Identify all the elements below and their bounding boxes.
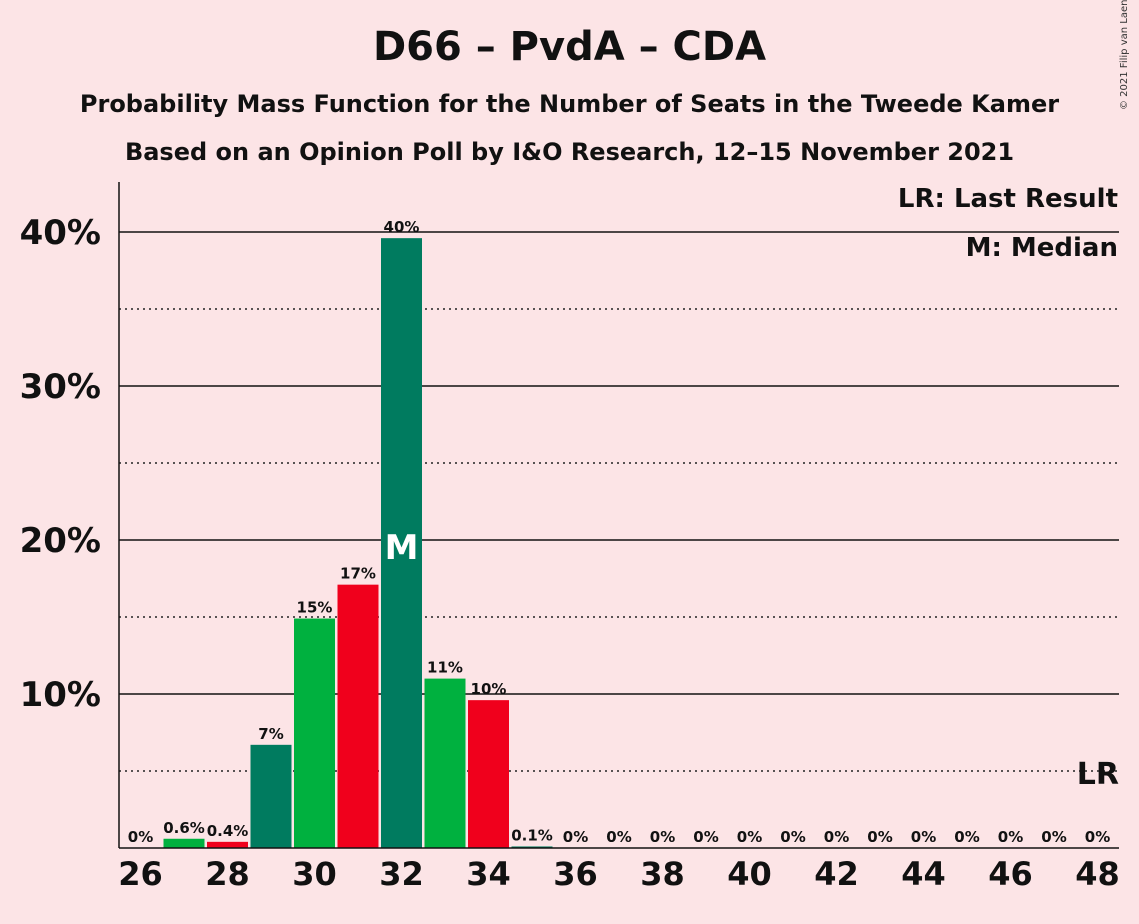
x-tick-label-28: 28 — [205, 855, 250, 893]
y-tick-label-10: 10% — [20, 675, 101, 715]
annotations: M LR — [385, 528, 1119, 792]
bar-seat-32 — [381, 238, 422, 848]
last-result-marker: LR — [1077, 757, 1119, 792]
bar-label-seat-42: 0% — [824, 828, 849, 846]
gridlines — [119, 231, 1119, 772]
chart-subtitle-2: Based on an Opinion Poll by I&O Research… — [124, 138, 1015, 166]
chart-title: D66 – PvdA – CDA — [372, 24, 767, 70]
x-tick-label-44: 44 — [901, 855, 946, 893]
bar-label-seat-26: 0% — [128, 828, 153, 846]
bar-label-seat-35: 0.1% — [511, 826, 553, 844]
axes — [118, 182, 1119, 849]
x-tick-label-48: 48 — [1075, 855, 1120, 893]
x-tick-label-30: 30 — [292, 855, 337, 893]
legend-median: M: Median — [965, 233, 1118, 263]
bar-label-seat-28: 0.4% — [207, 822, 249, 840]
y-tick-label-20: 20% — [20, 521, 101, 561]
x-tick-label-26: 26 — [118, 855, 163, 893]
legend-last-result: LR: Last Result — [897, 184, 1118, 214]
bar-seat-30 — [294, 618, 335, 848]
x-tick-label-46: 46 — [988, 855, 1033, 893]
bar-seat-34 — [468, 700, 509, 848]
x-tick-label-38: 38 — [640, 855, 685, 893]
x-tick-label-32: 32 — [379, 855, 424, 893]
x-tick-label-42: 42 — [814, 855, 859, 893]
y-tick-label-40: 40% — [20, 213, 101, 253]
tick-labels: 26 28 30 32 34 36 38 40 42 44 46 48 10% 20% 30% 40% — [20, 213, 1120, 893]
median-marker: M — [385, 528, 419, 568]
bar-label-seat-44: 0% — [911, 828, 936, 846]
x-tick-label-36: 36 — [553, 855, 598, 893]
bar-label-seat-37: 0% — [606, 828, 631, 846]
bar-seat-33 — [424, 678, 466, 848]
bar-label-seat-41: 0% — [780, 828, 805, 846]
bar-seat-27 — [163, 838, 205, 848]
chart-subtitle-1: Probability Mass Function for the Number… — [79, 90, 1060, 118]
bar-label-seat-46: 0% — [998, 828, 1023, 846]
bar-label-seat-29: 7% — [258, 725, 283, 743]
x-tick-label-34: 34 — [466, 855, 511, 893]
bar-label-seat-30: 15% — [297, 599, 333, 617]
bar-label-seat-36: 0% — [563, 828, 588, 846]
bars — [163, 238, 553, 848]
bar-seat-35 — [511, 846, 553, 848]
bar-label-seat-31: 17% — [340, 565, 376, 583]
bar-label-seat-40: 0% — [737, 828, 762, 846]
bar-seat-29 — [250, 744, 292, 848]
bar-label-seat-48: 0% — [1085, 828, 1110, 846]
y-tick-label-30: 30% — [20, 367, 101, 407]
bar-label-seat-38: 0% — [650, 828, 675, 846]
bar-label-seat-32: 40% — [384, 218, 420, 236]
bar-label-seat-39: 0% — [693, 828, 718, 846]
bar-label-seat-34: 10% — [471, 680, 507, 698]
bar-label-seat-33: 11% — [427, 659, 463, 677]
bar-label-seat-45: 0% — [954, 828, 979, 846]
x-tick-label-40: 40 — [727, 855, 772, 893]
bar-labels: 0% 0.6% 0.4% 7% 15% 17% 40% 11% 10% 0.1% 0% 0% 0% 0% 0… — [128, 218, 1110, 846]
bar-label-seat-43: 0% — [867, 828, 892, 846]
bar-seat-28 — [207, 841, 248, 848]
bar-label-seat-47: 0% — [1041, 828, 1066, 846]
bar-label-seat-27: 0.6% — [163, 819, 205, 837]
bar-seat-31 — [337, 584, 379, 848]
